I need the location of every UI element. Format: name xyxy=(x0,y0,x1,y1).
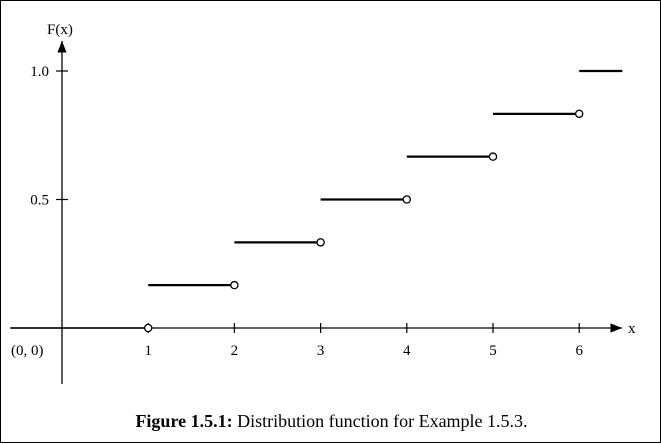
x-tick-label-4: 4 xyxy=(403,343,411,359)
open-circle-markers xyxy=(143,109,584,333)
open-circle-6 xyxy=(574,109,584,119)
x-axis-label: x xyxy=(628,321,636,337)
open-circle-4 xyxy=(402,195,412,204)
open-circle-5 xyxy=(488,152,498,161)
x-tick-label-6: 6 xyxy=(575,343,583,359)
caption-label: Figure 1.5.1: xyxy=(135,411,233,431)
x-tick-label-1: 1 xyxy=(144,343,152,359)
caption-text: Distribution function for Example 1.5.3. xyxy=(232,411,528,431)
open-circle-3 xyxy=(316,238,325,247)
figure-caption: Figure 1.5.1: Distribution function for … xyxy=(1,411,661,432)
axis-ticks xyxy=(56,70,580,333)
axis-labels: 1 2 3 4 5 6 0.5 1.0 F(x) x (0, 0) xyxy=(11,22,636,359)
axes xyxy=(11,41,622,384)
y-axis-label: F(x) xyxy=(47,22,73,38)
y-tick-label-1: 1.0 xyxy=(30,64,49,80)
y-tick-label-0-5: 0.5 xyxy=(30,193,49,209)
x-tick-label-5: 5 xyxy=(489,343,497,359)
x-tick-label-3: 3 xyxy=(317,343,325,359)
open-circle-2 xyxy=(230,280,239,290)
step-segments xyxy=(10,69,623,329)
origin-label: (0, 0) xyxy=(11,343,44,359)
x-tick-label-2: 2 xyxy=(231,343,239,359)
open-circle-1 xyxy=(143,323,153,333)
